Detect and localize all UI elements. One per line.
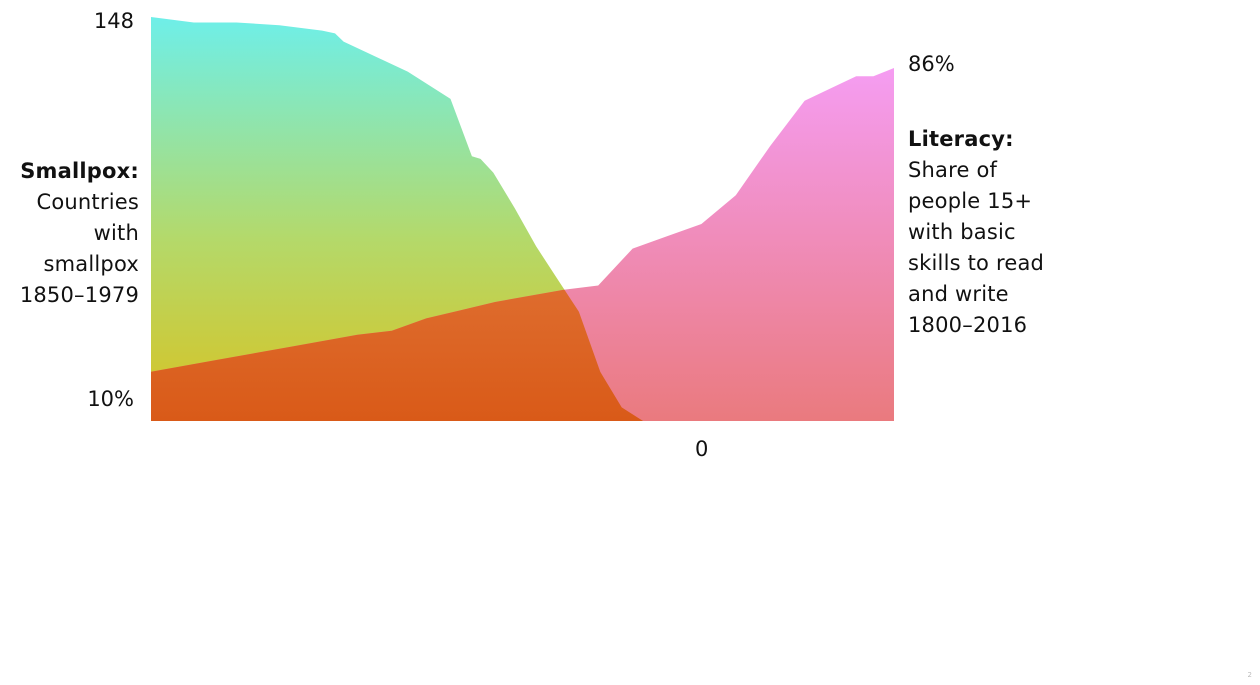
smallpox-label-title: Smallpox: [20, 159, 139, 183]
smallpox-y-tick-top: 148 [93, 9, 134, 33]
literacy-label-line: people 15+ [908, 189, 1033, 213]
literacy-label-title: Literacy: [908, 127, 1014, 151]
literacy-y-tick-bottom: 10% [87, 387, 134, 411]
smallpox-label-line: 1850–1979 [19, 283, 139, 307]
literacy-label-line: 1800–2016 [908, 313, 1028, 337]
literacy-label-line: skills to read [908, 251, 1045, 275]
smallpox-legend-label: Smallpox: Countries with smallpox 1850–1… [20, 156, 139, 311]
literacy-label-line: Share of [908, 158, 998, 182]
literacy-label-line: with basic [908, 220, 1016, 244]
plot-area [151, 17, 894, 421]
literacy-legend-label: Literacy: Share of people 15+ with basic… [908, 124, 1044, 341]
smallpox-y-tick-bottom: 0 [695, 437, 709, 461]
smallpox-label-line: Countries [36, 190, 139, 214]
literacy-label-line: and write [908, 282, 1009, 306]
smallpox-label-line: smallpox [43, 252, 139, 276]
page-number: 2 [1247, 671, 1252, 679]
literacy-y-tick-top: 86% [908, 52, 955, 76]
smallpox-label-line: with [93, 221, 139, 245]
literacy-area [151, 68, 894, 421]
